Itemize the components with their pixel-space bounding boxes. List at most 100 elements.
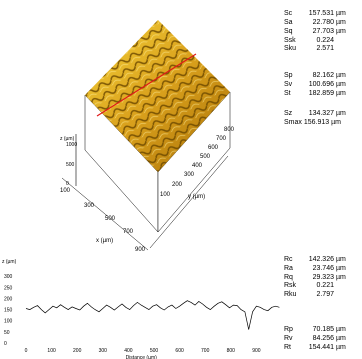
param-unit: µm xyxy=(336,27,346,35)
y-tick: 500 xyxy=(200,154,211,160)
param-value: 23.746 xyxy=(312,264,334,272)
param-name: Ra xyxy=(284,264,293,272)
param-name: Sp xyxy=(284,72,293,79)
param-name: Rc xyxy=(284,256,293,263)
profile-section-line xyxy=(96,53,197,117)
param-name: Rt xyxy=(284,343,291,351)
param-value: 27.703 xyxy=(312,27,334,35)
param-name: Sa xyxy=(284,19,293,26)
param-name: Rq xyxy=(284,273,293,281)
param-value: 156.913 xyxy=(303,118,330,126)
param-value: 84.256 xyxy=(312,334,334,342)
x-tick-label: 200 xyxy=(73,348,82,354)
param-value: 134.327 xyxy=(308,110,334,117)
param-unit: µm xyxy=(336,326,346,333)
param-value: 182.859 xyxy=(308,89,334,97)
param-unit: µm xyxy=(331,118,341,126)
param-name: Sz xyxy=(284,110,293,117)
param-value: 154.441 xyxy=(308,343,334,351)
z-axis-label: z (µm) xyxy=(60,136,75,142)
param-name: Rsk xyxy=(284,282,297,290)
param-name: Rp xyxy=(284,326,293,333)
param-name: Sc xyxy=(284,10,293,17)
param-row: St 182.859 µm xyxy=(284,90,346,99)
param-value: 22.780 xyxy=(312,19,334,26)
param-unit: µm xyxy=(336,256,346,263)
x-axis xyxy=(61,177,149,251)
param-row: Sku 2.571 xyxy=(284,45,346,54)
z-tick: 0 xyxy=(66,181,69,187)
param-unit: µm xyxy=(336,264,346,272)
param-row: Ssk 0.224 xyxy=(284,37,346,46)
x-tick: 100 xyxy=(60,188,71,194)
param-unit: µm xyxy=(336,343,346,351)
param-unit: µm xyxy=(336,110,346,117)
profile-chart: z (µm) 0 50 100 150 200 250 300 0 100 200 300 400 500… xyxy=(2,259,280,359)
param-row: Smax 156.913 µm xyxy=(284,119,346,128)
param-row: Rku 2.797 xyxy=(284,291,346,300)
param-unit: µm xyxy=(336,273,346,281)
param-row: Sc 157.531 µm xyxy=(284,10,346,19)
x-tick-label: 300 xyxy=(99,348,108,354)
y-tick-label: 0 xyxy=(4,341,7,347)
areal-sz: Sz 134.327 µm Smax 156.913 µm xyxy=(284,110,346,128)
param-value: 2.797 xyxy=(316,291,334,299)
param-value: 82.162 xyxy=(312,72,334,79)
param-value: 29.323 xyxy=(312,273,334,281)
x-axis-label-3d: x (µm) xyxy=(96,238,114,244)
param-row: Sz 134.327 µm xyxy=(284,110,346,119)
param-unit: µm xyxy=(336,10,346,17)
param-name: Ssk xyxy=(284,36,296,44)
x-tick-label: 900 xyxy=(252,348,261,354)
param-value: 70.185 xyxy=(312,326,334,333)
x-tick-label: 700 xyxy=(201,348,210,354)
param-row: Rv 84.256 µm xyxy=(284,335,346,344)
param-value: 0.224 xyxy=(316,36,334,44)
y-tick-label: 300 xyxy=(4,274,13,280)
param-unit: µm xyxy=(336,19,346,26)
y-tick: 600 xyxy=(208,145,219,151)
y-tick-label: 250 xyxy=(4,285,13,291)
param-unit: µm xyxy=(336,80,346,88)
x-tick-label: 500 xyxy=(150,348,159,354)
x-tick: 300 xyxy=(84,203,95,209)
param-name: St xyxy=(284,89,291,97)
param-row: Rsk 0.221 xyxy=(284,282,346,291)
param-row: Sv 100.696 µm xyxy=(284,81,346,90)
x-tick: 900 xyxy=(135,247,146,253)
y-tick: 700 xyxy=(216,136,227,142)
param-unit: µm xyxy=(336,334,346,342)
param-name: Sv xyxy=(284,80,293,88)
profile-peaks: Rp 70.185 µm Rv 84.256 µm Rt 154.441 µm xyxy=(284,326,346,352)
areal-params: Sa 22.780 µm Sq 27.703 µm Ssk 0.224 Sku 2.571 xyxy=(284,19,346,54)
param-unit: µm xyxy=(336,72,346,79)
areal-peaks: Sp 82.162 µm Sv 100.696 µm St 182.859 µm xyxy=(284,72,346,98)
x-tick-label: 100 xyxy=(47,348,56,354)
y-tick-label: 200 xyxy=(4,296,13,302)
x-tick-label: 800 xyxy=(227,348,236,354)
y-axis-label: z (µm) xyxy=(2,259,17,265)
param-name: Rku xyxy=(284,291,297,299)
x-tick: 700 xyxy=(123,229,134,235)
x-tick-label: 0 xyxy=(25,348,28,354)
y-tick: 400 xyxy=(192,163,203,169)
param-unit: µm xyxy=(336,89,346,97)
x-tick-label: 400 xyxy=(124,348,133,354)
x-tick: 500 xyxy=(105,216,116,222)
param-name: Sq xyxy=(284,27,293,35)
z-tick: 500 xyxy=(66,162,75,168)
param-name: Sku xyxy=(284,45,297,53)
param-value: 157.531 xyxy=(308,10,334,17)
param-value: 2.571 xyxy=(316,45,334,53)
param-name: Rv xyxy=(284,334,293,342)
x-tick-label: 600 xyxy=(175,348,184,354)
param-row: Rt 154.441 µm xyxy=(284,344,346,353)
y-tick-label: 150 xyxy=(4,308,13,314)
param-row: Rp 70.185 µm xyxy=(284,326,346,335)
y-tick: 800 xyxy=(224,127,235,133)
profile-series-line xyxy=(25,300,280,330)
y-axis-label-3d: y (µm) xyxy=(188,194,206,200)
x-axis-label: Distance (µm) xyxy=(126,355,158,359)
param-name: Smax xyxy=(284,118,302,126)
param-row: Rq 29.323 µm xyxy=(284,274,346,283)
